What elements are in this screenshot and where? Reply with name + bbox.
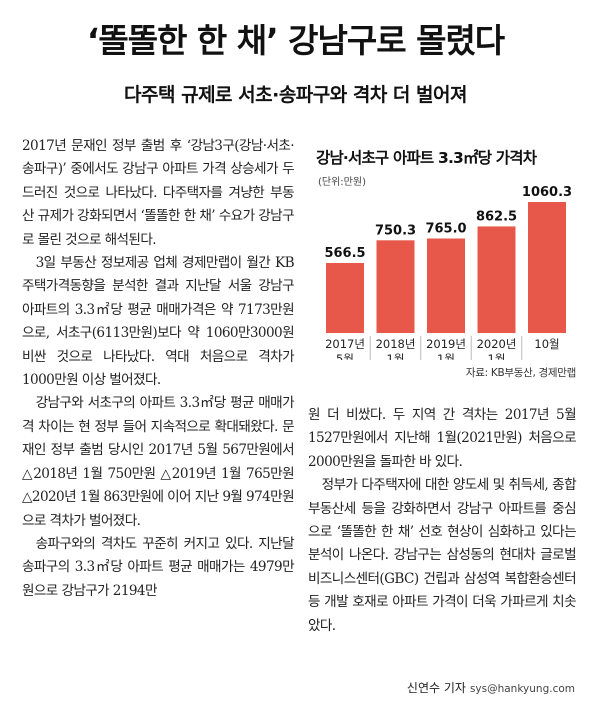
article-paragraph: 정부가 다주택자에 대한 양도세 및 취득세, 종합부동산세 등을 강화하면서 …	[308, 477, 577, 634]
chart-tick-label: 2019년	[426, 337, 466, 351]
chart-bar	[376, 240, 415, 333]
chart-tick-label: 2020년	[477, 337, 517, 351]
chart-bar	[477, 226, 516, 333]
chart-title: 강남·서초구 아파트 3.3㎡당 가격차	[316, 149, 537, 167]
reporter-email: sys@hankyung.com	[469, 683, 575, 695]
chart-tick-label: 1월	[488, 352, 506, 360]
chart-bar	[528, 202, 566, 333]
chart-plot: 566.52017년5월750.32018년1월765.02019년1월862.…	[324, 185, 572, 360]
chart-data-label: 862.5	[476, 209, 517, 224]
chart-bar	[427, 238, 465, 333]
chart-data-label: 566.5	[324, 246, 365, 261]
chart-tick-label: 10월	[534, 337, 559, 351]
chart-tick-label: 2017년	[325, 337, 365, 351]
article-column-left: 2017년 문재인 정부 출범 후 ‘강남3구(강남·서초·송파구)’ 중에서도…	[22, 135, 295, 603]
article-column-right: 원 더 비쌌다. 두 지역 간 격차는 2017년 5월 1527만원에서 지난…	[308, 404, 577, 638]
reporter-name: 신연수 기자	[406, 681, 466, 695]
article-paragraph: 송파구와의 격차도 꾸준히 커지고 있다. 지난달 송파구의 3.3㎡당 아파트…	[22, 535, 295, 599]
chart-source: 자료: KB부동산, 경제만랩	[465, 367, 576, 379]
chart-tick-label: 1월	[387, 352, 405, 360]
chart-data-label: 1060.3	[522, 185, 572, 200]
bar-chart: 강남·서초구 아파트 3.3㎡당 가격차 (단위:만원) 566.5 2017년 5…	[308, 140, 576, 396]
headline: ‘똘똘한 한 채’ 강남구로 몰렸다	[86, 21, 505, 60]
chart-data-label: 750.3	[375, 223, 416, 238]
chart-tick-label: 2018년	[376, 337, 416, 351]
chart-data-label: 765.0	[425, 221, 466, 236]
byline: 신연수 기자 sys@hankyung.com	[407, 679, 575, 696]
article-paragraph: 원 더 비쌌다. 두 지역 간 격차는 2017년 5월 1527만원에서 지난…	[308, 407, 577, 470]
chart-unit-label: (단위:만원)	[318, 177, 366, 188]
chart-tick-label: 5월	[336, 352, 354, 360]
article-paragraph: 3일 부동산 정보제공 업체 경제만랩이 월간 KB주택가격동향을 분석한 결과…	[22, 255, 295, 389]
chart-tick-label: 1월	[437, 352, 455, 360]
chart-bar	[326, 263, 364, 333]
article-paragraph: 2017년 문재인 정부 출범 후 ‘강남3구(강남·서초·송파구)’ 중에서도…	[22, 138, 295, 248]
subheadline: 다주택 규제로 서초·송파구와 격차 더 벌어져	[124, 84, 467, 106]
article-paragraph: 강남구와 서초구의 아파트 3.3㎡당 평균 매매가격 차이는 현 정부 들어 …	[22, 395, 295, 529]
